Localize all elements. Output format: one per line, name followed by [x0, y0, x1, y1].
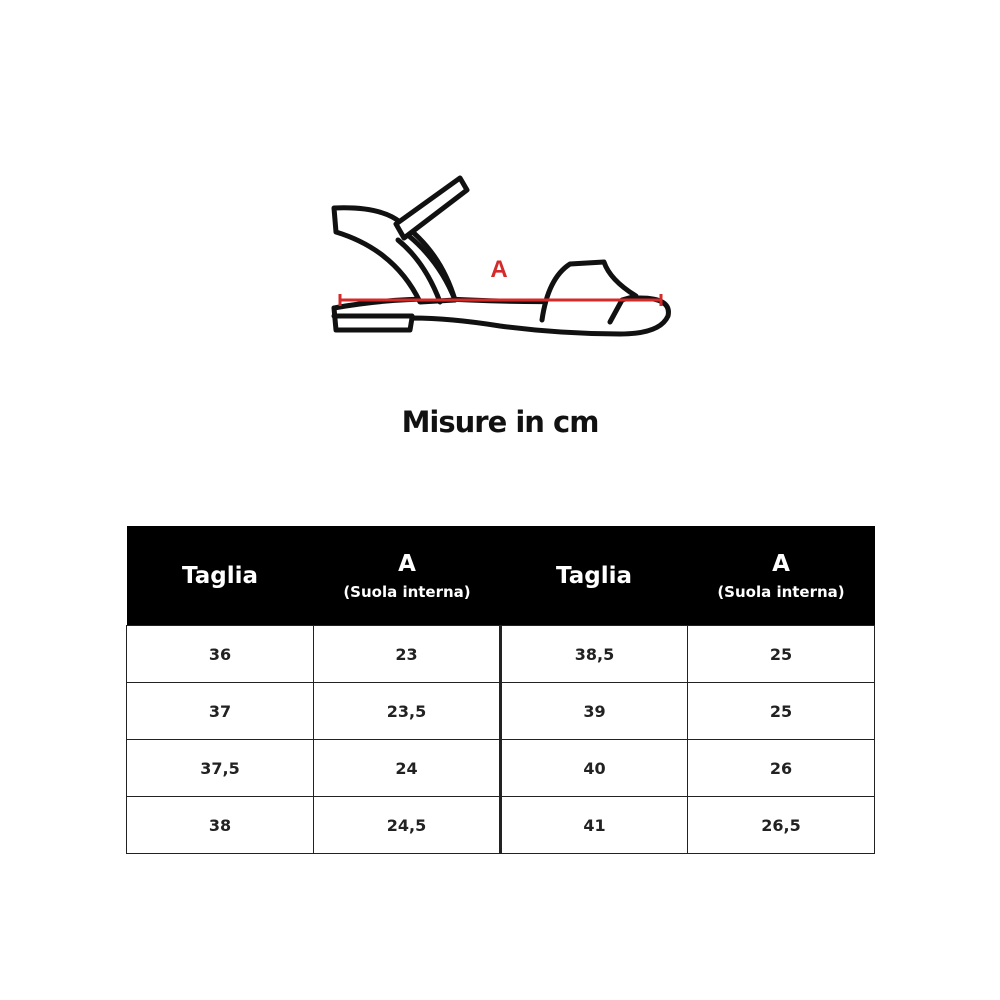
header-label: Taglia: [182, 562, 258, 589]
header-label: A: [772, 550, 790, 577]
table-cell: 25: [687, 625, 875, 683]
table-cell: 23: [313, 625, 502, 683]
header-length: A (Suola interna): [313, 526, 501, 626]
measure-label: A: [490, 256, 507, 283]
table-cell: 38,5: [500, 625, 688, 683]
table-cell: 41: [500, 796, 688, 854]
table-row: 37,5 24 40 26: [126, 739, 875, 797]
header-length: A (Suola interna): [687, 526, 875, 626]
table-cell: 26,5: [687, 796, 875, 854]
table-cell: 36: [126, 625, 314, 683]
table-cell: 25: [687, 682, 875, 740]
size-table: Taglia A (Suola interna) Taglia A (Suola i…: [126, 526, 875, 854]
table-cell: 37: [126, 682, 314, 740]
header-label: Taglia: [556, 562, 632, 589]
table-cell: 38: [126, 796, 314, 854]
table-cell: 39: [500, 682, 688, 740]
table-header-row: Taglia A (Suola interna) Taglia A (Suola i…: [126, 526, 875, 626]
header-size: Taglia: [126, 526, 314, 626]
table-cell: 26: [687, 739, 875, 797]
sandal-icon: [331, 175, 671, 337]
header-sublabel: (Suola interna): [717, 582, 845, 601]
table-row: 37 23,5 39 25: [126, 682, 875, 740]
table-row: 38 24,5 41 26,5: [126, 796, 875, 854]
header-label: A: [398, 550, 416, 577]
sandal-diagram: A: [331, 175, 671, 337]
page-title: Misure in cm: [401, 405, 600, 439]
table-cell: 24: [313, 739, 502, 797]
measure-line: [338, 294, 663, 306]
header-sublabel: (Suola interna): [343, 582, 471, 601]
table-cell: 37,5: [126, 739, 314, 797]
header-size: Taglia: [500, 526, 688, 626]
table-cell: 24,5: [313, 796, 502, 854]
table-cell: 23,5: [313, 682, 502, 740]
table-cell: 40: [500, 739, 688, 797]
table-row: 36 23 38,5 25: [126, 625, 875, 683]
